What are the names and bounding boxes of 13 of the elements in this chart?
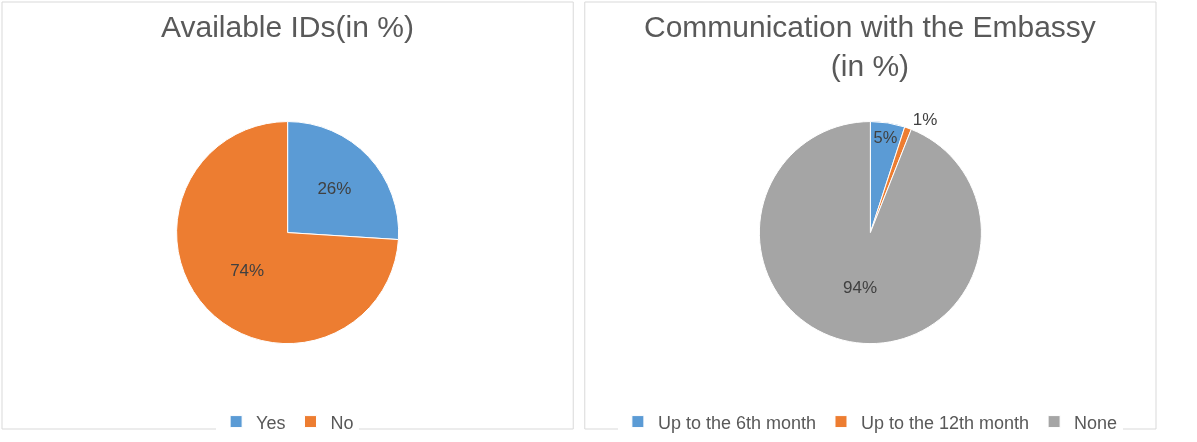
data-label: 5% <box>873 128 898 147</box>
legend-label: None <box>1074 412 1118 433</box>
legend-label: Yes <box>256 412 286 433</box>
data-label: 26% <box>317 179 352 199</box>
data-label: 94% <box>842 277 877 297</box>
chart-title: Communication with the Embassy (in %) <box>644 10 1096 82</box>
legend-label: Up to the 12th month <box>860 412 1030 433</box>
legend-label: No <box>330 412 354 433</box>
legend-label: Up to the 6th month <box>657 412 816 433</box>
data-label: 74% <box>230 261 265 281</box>
pie-slice <box>176 121 399 344</box>
chart-title: Available IDs(in %) <box>161 10 414 43</box>
data-label: 1% <box>912 110 938 130</box>
